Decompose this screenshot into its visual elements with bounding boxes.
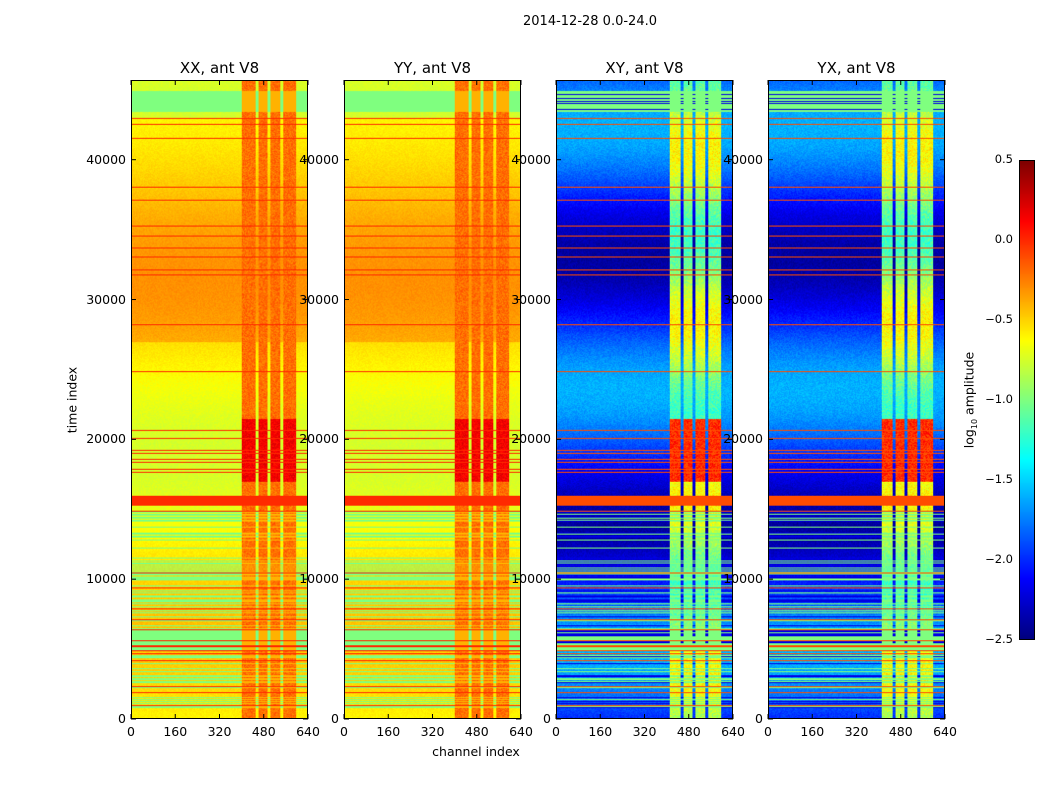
x-tick-label: 160	[376, 724, 401, 739]
y-tick-label: 20000	[511, 431, 551, 447]
x-tick-label: 0	[764, 724, 772, 739]
x-tick-label: 320	[420, 724, 445, 739]
x-tick-label: 160	[163, 724, 188, 739]
panel-title: XY, ant V8	[605, 59, 684, 77]
x-tick-label: 480	[464, 724, 489, 739]
x-tick-label: 320	[632, 724, 657, 739]
y-tick-label: 20000	[299, 431, 339, 447]
x-tick-label: 0	[340, 724, 348, 739]
y-tick-label: 0	[543, 711, 551, 726]
panel-title: XX, ant V8	[179, 59, 260, 77]
y-tick-label: 30000	[86, 291, 126, 307]
figure-title: 2014-12-28 0.0-24.0	[523, 14, 657, 29]
y-tick-label: 40000	[511, 151, 551, 167]
heatmap-image	[769, 81, 944, 718]
y-tick-label: 20000	[86, 431, 126, 447]
x-tick-label: 320	[844, 724, 869, 739]
y-tick-label: 0	[755, 711, 763, 726]
x-tick-label: 480	[676, 724, 701, 739]
y-tick-label: 20000	[723, 431, 763, 447]
y-tick-label: 40000	[86, 151, 126, 167]
heatmap-image	[132, 81, 307, 718]
heatmap-image	[345, 81, 520, 718]
y-tick-label: 10000	[299, 571, 339, 587]
heatmap-panel	[556, 80, 733, 719]
x-tick-label: 640	[933, 724, 957, 739]
y-tick-label: 0	[331, 711, 339, 726]
x-tick-label: 480	[888, 724, 913, 739]
y-tick-label: 10000	[511, 571, 551, 587]
heatmap-image	[557, 81, 732, 718]
y-tick-label: 0	[118, 711, 126, 726]
panel-title: YX, ant V8	[817, 59, 896, 77]
heatmap-panel	[131, 80, 308, 719]
colorbar-tick-label: −0.5	[985, 312, 1013, 326]
y-tick-label: 40000	[299, 151, 339, 167]
y-tick-label: 30000	[723, 291, 763, 307]
y-tick-label: 30000	[299, 291, 339, 307]
colorbar-tick-label: 0.0	[994, 232, 1013, 246]
y-tick-label: 30000	[511, 291, 551, 307]
heatmap-panel	[768, 80, 945, 719]
colorbar-tick-label: −2.5	[985, 632, 1013, 646]
y-tick-label: 10000	[86, 571, 126, 587]
x-tick-label: 160	[800, 724, 825, 739]
colorbar-tick-label: −2.0	[985, 552, 1013, 566]
heatmap-panel	[344, 80, 521, 719]
colorbar-tick-label: −1.5	[985, 472, 1013, 486]
x-axis-label: channel index	[432, 744, 520, 759]
panel-title: YY, ant V8	[393, 59, 471, 77]
colorbar	[1019, 160, 1035, 640]
colorbar-tick-label: 0.5	[994, 152, 1013, 166]
y-tick-label: 40000	[723, 151, 763, 167]
x-tick-label: 480	[251, 724, 276, 739]
x-tick-label: 0	[127, 724, 135, 739]
x-tick-label: 160	[588, 724, 613, 739]
y-tick-label: 10000	[723, 571, 763, 587]
x-tick-label: 640	[721, 724, 745, 739]
x-tick-label: 640	[509, 724, 533, 739]
colorbar-tick-label: −1.0	[985, 392, 1013, 406]
x-tick-label: 640	[296, 724, 320, 739]
x-tick-label: 0	[552, 724, 560, 739]
x-tick-label: 320	[207, 724, 232, 739]
